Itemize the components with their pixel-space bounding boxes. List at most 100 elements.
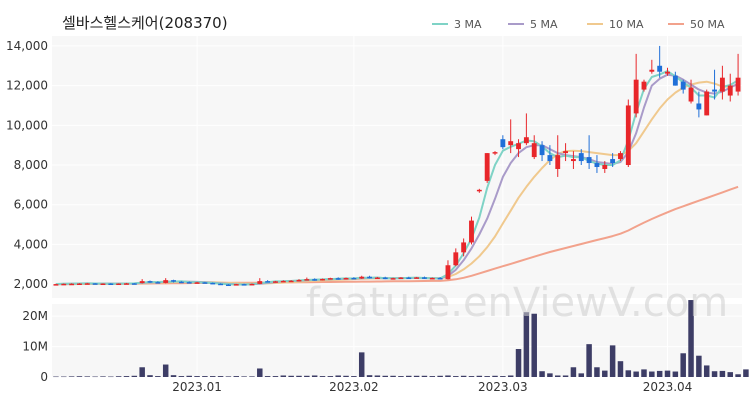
volume-bar — [617, 361, 624, 377]
candle-body — [139, 281, 145, 284]
volume-bar — [288, 375, 294, 377]
volume-bar — [76, 376, 83, 377]
watermark: feature.enViewV.com — [306, 280, 728, 326]
candle-up — [100, 283, 106, 286]
candle-body — [312, 279, 318, 281]
candle-down — [610, 153, 616, 167]
volume-bar — [664, 370, 671, 377]
candle-up — [359, 275, 365, 279]
candle-body — [155, 282, 161, 284]
candle-body — [484, 153, 490, 181]
volume-bar — [225, 376, 232, 377]
candle-down — [437, 277, 443, 280]
volume-bar — [539, 371, 545, 377]
candle-up — [429, 277, 435, 280]
candle-up — [84, 282, 90, 285]
volume-bar — [633, 371, 639, 377]
candle-down — [547, 145, 553, 166]
candle-body — [523, 137, 529, 144]
candle-body — [618, 153, 623, 160]
candle-body — [688, 87, 694, 102]
candle-body — [547, 155, 553, 162]
candle-down — [202, 281, 208, 284]
volume-bar — [719, 370, 726, 377]
volume-bar — [162, 364, 169, 377]
volume-bar — [382, 375, 388, 377]
volume-bar — [398, 376, 404, 377]
candle-body — [633, 79, 639, 114]
candle-body — [500, 139, 506, 148]
candle-down — [406, 276, 412, 280]
candle-up — [625, 99, 631, 167]
candle-up — [523, 113, 529, 146]
volume-bar — [343, 375, 349, 377]
candle-body — [351, 277, 357, 280]
candle-up — [476, 188, 482, 193]
candle-down — [712, 69, 717, 100]
volume-bar — [217, 376, 224, 377]
candle-down — [171, 279, 176, 283]
candle-down — [680, 79, 686, 94]
date-axis: 2023.01 2023.02 2023.03 2023.04 — [172, 380, 692, 394]
candle-body — [374, 277, 380, 280]
volume-bar — [492, 375, 498, 377]
candle-body — [53, 284, 59, 286]
candle-up — [304, 277, 310, 281]
volume-bar — [406, 375, 412, 377]
candle-down — [657, 45, 663, 78]
volume-bar — [578, 373, 585, 377]
candle-body — [727, 85, 733, 96]
legend-label: 10 MA — [609, 18, 644, 31]
price-tick-label: 12,000 — [6, 79, 48, 93]
candle-up — [414, 276, 420, 279]
candle-up — [320, 278, 325, 281]
candle-body — [429, 277, 435, 280]
candle-up — [531, 135, 537, 160]
candle-down — [422, 276, 427, 279]
legend-label: 50 MA — [690, 18, 725, 31]
volume-bar — [421, 375, 428, 377]
candle-body — [531, 143, 537, 158]
volume-bar — [170, 375, 177, 377]
volume-bar — [602, 370, 608, 377]
volume-bar — [735, 374, 741, 377]
candle-up — [649, 59, 655, 74]
candle-body — [359, 276, 365, 279]
volume-bar — [507, 375, 514, 377]
candle-body — [124, 283, 129, 285]
candle-up — [116, 283, 122, 286]
candle-body — [225, 284, 231, 287]
volume-bar — [194, 376, 200, 377]
candle-body — [61, 283, 67, 286]
price-panel — [52, 36, 742, 298]
legend-item: 5 MA — [508, 18, 558, 31]
volume-bar — [460, 375, 467, 377]
candle-down — [539, 141, 545, 162]
candle-down — [672, 71, 678, 86]
candle-up — [374, 276, 380, 280]
volume-tick-label: 20M — [22, 309, 48, 323]
volume-bar — [680, 353, 686, 377]
volume-bar — [257, 368, 263, 377]
candle-up — [453, 248, 459, 267]
volume-bar — [155, 376, 161, 377]
candle-up — [570, 151, 576, 169]
volume-bar — [280, 375, 287, 377]
gridlines — [52, 36, 742, 378]
candle-body — [398, 277, 404, 280]
candle-up — [249, 283, 255, 286]
candle-body — [280, 280, 286, 283]
candle-body — [116, 283, 122, 286]
volume-bar — [296, 375, 302, 377]
volume-bar — [319, 376, 326, 377]
volume-bar — [249, 376, 255, 377]
candle-body — [178, 281, 184, 284]
candle-body — [586, 157, 592, 164]
candle-up — [296, 279, 302, 282]
volume-bar — [358, 352, 365, 377]
date-tick-label: 2023.04 — [643, 380, 693, 394]
candle-body — [696, 103, 702, 110]
candle-down — [265, 280, 271, 283]
volume-bar — [500, 376, 506, 377]
candle-body — [453, 252, 459, 266]
